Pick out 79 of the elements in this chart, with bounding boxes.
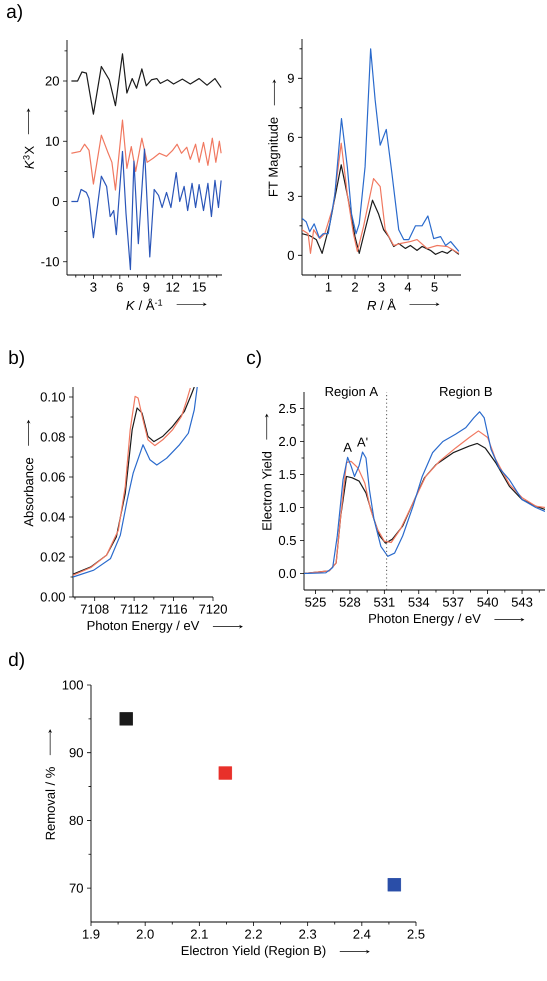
line-series xyxy=(70,53,222,115)
y-tick-label: 0 xyxy=(52,196,59,206)
x-tick-label: 537 xyxy=(442,598,464,607)
y-tick-label: 0.0 xyxy=(278,568,296,578)
x-tick-label: 1.9 xyxy=(82,930,100,939)
y-axis-title: Removal / % xyxy=(45,767,55,840)
line-series xyxy=(70,120,222,191)
annotation: Region A xyxy=(326,386,378,399)
x-tick-label: 543 xyxy=(512,598,532,607)
y-tick-label: 9 xyxy=(288,74,294,83)
x-tick-label: 540 xyxy=(477,598,498,607)
x-tick-label: 525 xyxy=(305,598,326,607)
y-tick-label: 20 xyxy=(46,76,59,86)
x-tick-label: 528 xyxy=(340,598,360,607)
y-tick-label: 0.04 xyxy=(40,512,66,522)
y-tick-label: 90 xyxy=(70,748,83,758)
x-tick-label: 2.5 xyxy=(408,930,424,939)
x-axis-title: Photon Energy / eV xyxy=(88,620,200,633)
x-axis-title: Photon Energy / eV xyxy=(369,614,481,626)
x-tick-label: 5 xyxy=(431,282,438,292)
x-axis-title: R / Å xyxy=(367,298,396,310)
x-tick-label: 15 xyxy=(192,282,206,292)
line-series xyxy=(302,48,460,252)
y-tick-label: 1.5 xyxy=(279,470,296,480)
line-series xyxy=(70,148,222,270)
annotation: A' xyxy=(356,438,368,447)
y-tick-label: 6 xyxy=(288,132,294,142)
y-tick-label: 2.5 xyxy=(279,404,296,414)
x-tick-label: 7112 xyxy=(120,604,148,614)
x-axis-title: K / Å$^{-1}$ xyxy=(126,298,162,310)
y-tick-label: 100 xyxy=(62,680,83,690)
x-tick-label: 9 xyxy=(143,282,150,292)
y-axis-title: K$^{3}$X xyxy=(23,146,34,169)
y-tick-label: 80 xyxy=(70,816,83,826)
chart-title: b) xyxy=(9,350,24,368)
y-tick-label: 70 xyxy=(70,884,83,893)
annotation: Region B xyxy=(440,386,492,399)
y-tick-label: 0.5 xyxy=(278,536,296,546)
y-tick-label: 0.02 xyxy=(40,552,65,562)
y-tick-label: 2.0 xyxy=(279,436,296,446)
chart-title: a) xyxy=(7,4,22,22)
y-tick-label: 0 xyxy=(288,250,294,260)
x-tick-label: 12 xyxy=(166,282,180,292)
point xyxy=(218,766,232,780)
x-tick-label: 2 xyxy=(352,282,358,292)
x-tick-label: 1 xyxy=(326,282,332,292)
line-series xyxy=(302,164,460,255)
point xyxy=(120,712,133,726)
x-tick-label: 534 xyxy=(408,598,430,607)
y-tick-label: 10 xyxy=(46,136,59,146)
y-tick-label: 1.0 xyxy=(279,502,296,512)
y-tick-label: 3 xyxy=(288,192,294,201)
y-tick-label: 0.06 xyxy=(40,472,65,482)
x-tick-label: 2.1 xyxy=(190,930,208,939)
y-tick-label: 0.10 xyxy=(40,392,65,402)
y-axis-title: FT Magnitude xyxy=(268,117,280,196)
y-tick-label: -10 xyxy=(41,257,59,266)
y-axis-title: Electron Yield xyxy=(262,452,272,530)
x-tick-label: 2.0 xyxy=(136,930,154,939)
point xyxy=(388,878,402,892)
x-tick-label: 6 xyxy=(116,282,123,292)
x-tick-label: 7108 xyxy=(80,604,109,614)
y-axis-title: Absorbance xyxy=(24,458,34,527)
x-axis-title: Electron Yield (Region B) xyxy=(182,946,326,958)
x-tick-label: 3 xyxy=(378,282,385,292)
x-tick-label: 2.3 xyxy=(299,930,316,939)
x-tick-label: 2.2 xyxy=(245,930,262,939)
x-tick-label: 531 xyxy=(374,598,395,607)
annotation: A xyxy=(343,442,352,452)
chart-title: d) xyxy=(9,652,24,670)
x-tick-label: 7120 xyxy=(199,604,227,614)
x-tick-label: 7116 xyxy=(160,604,187,614)
x-tick-label: 2.4 xyxy=(353,930,370,939)
y-tick-label: 0.08 xyxy=(40,432,65,442)
chart-title: c) xyxy=(247,350,261,368)
x-tick-label: 3 xyxy=(90,282,96,292)
y-tick-label: 0.00 xyxy=(40,592,65,602)
line-series xyxy=(302,142,460,254)
x-tick-label: 4 xyxy=(404,282,412,292)
